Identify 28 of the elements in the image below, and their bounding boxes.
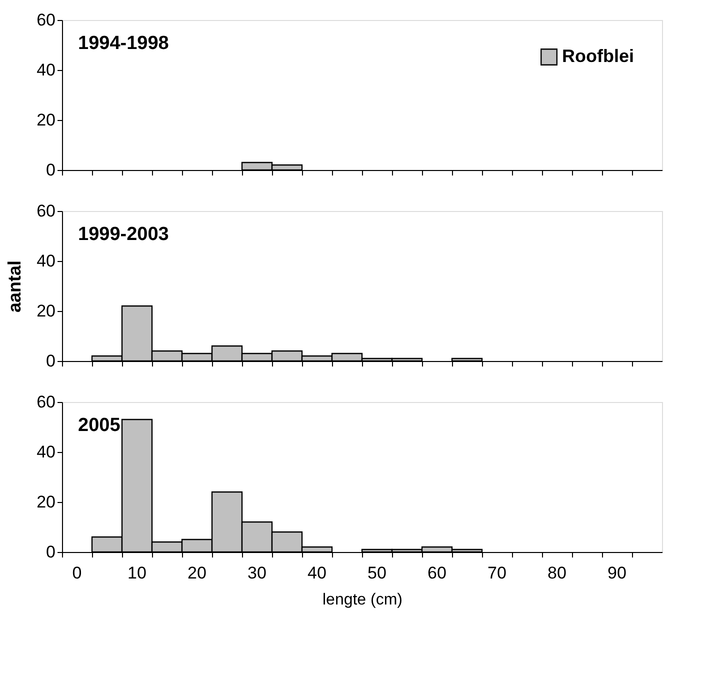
- y-tick-label: 60: [36, 392, 56, 412]
- y-tick-label: 0: [46, 352, 56, 370]
- legend-label: Roofblei: [562, 46, 634, 66]
- y-tick-label: 40: [36, 60, 56, 80]
- annotation: 1999-2003: [78, 224, 169, 245]
- y-axis-title: aantal: [4, 260, 25, 313]
- y-tick-label: 60: [36, 202, 56, 220]
- x-axis-title: lengte (cm): [322, 592, 403, 608]
- x-tick-label: 0: [72, 564, 82, 582]
- y-tick-label: 40: [36, 442, 56, 462]
- x-tick-label: 20: [188, 564, 206, 582]
- y-tick-label: 20: [36, 110, 56, 130]
- x-tick-label: 30: [248, 564, 266, 582]
- y-tick-label: 40: [36, 252, 56, 270]
- annotation: 2005: [78, 415, 121, 436]
- x-tick-label: 60: [428, 564, 446, 582]
- annotation: 1994-1998: [78, 33, 169, 54]
- y-tick-label: 0: [46, 542, 56, 562]
- x-tick-label: 70: [488, 564, 506, 582]
- x-tick-label: 80: [548, 564, 566, 582]
- y-tick-label: 60: [36, 10, 56, 30]
- x-tick-label: 40: [308, 564, 326, 582]
- y-tick-label: 0: [46, 160, 56, 180]
- x-tick-label: 90: [608, 564, 626, 582]
- y-tick-label: 20: [36, 302, 56, 320]
- y-tick-label: 20: [36, 492, 56, 512]
- x-tick-label: 50: [368, 564, 386, 582]
- x-tick-label: 10: [128, 564, 146, 582]
